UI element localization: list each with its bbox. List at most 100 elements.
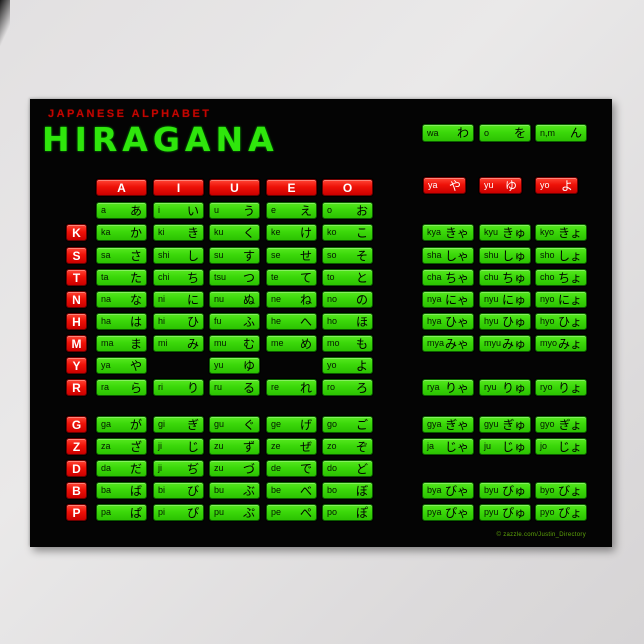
kana-cell-ku-kana: く <box>242 225 255 240</box>
kana-cell-te-kana: て <box>299 270 312 285</box>
combo-cell-hyu: hyu ひゅ <box>479 313 531 330</box>
kana-cell-so-kana: そ <box>355 248 368 263</box>
kana-cell-ro-romaji: ro <box>327 382 336 392</box>
kana-cell-hi: hi ひ <box>153 313 204 330</box>
kana-cell-ru-romaji: ru <box>214 382 223 392</box>
kana-cell-red-yo-kana: よ <box>560 178 573 193</box>
kana-cell-ku: ku く <box>209 224 260 241</box>
kana-cell-ne: ne ね <box>266 291 317 308</box>
combo-cell-gyu: gyu ぎゅ <box>479 416 531 433</box>
kana-cell-mi-kana: み <box>186 336 199 351</box>
combo-cell-gyo-romaji: gyo <box>540 419 555 429</box>
kana-cell-zu: zu ず <box>209 438 260 455</box>
kana-cell-ra-romaji: ra <box>101 382 110 392</box>
combo-cell-rya: rya りゃ <box>422 379 474 396</box>
combo-cell-byo-romaji: byo <box>540 485 555 495</box>
kana-cell-ba: ba ば <box>96 482 147 499</box>
kana-cell-be-romaji: be <box>271 485 282 495</box>
kana-cell-de: de で <box>266 460 317 477</box>
kana-cell-ba-kana: ば <box>129 483 142 498</box>
combo-cell-hya-romaji: hya <box>427 316 442 326</box>
combo-cell-pya-kana: ぴゃ <box>444 505 469 520</box>
kana-cell-se: se せ <box>266 247 317 264</box>
kana-cell-ko: ko こ <box>322 224 373 241</box>
kana-cell-pe-romaji: pe <box>271 507 282 517</box>
combo-cell-cha: cha ちゃ <box>422 269 474 286</box>
kana-cell-se-romaji: se <box>271 250 281 260</box>
kana-cell-zo-kana: ぞ <box>355 439 368 454</box>
kana-cell-pi-kana: ぴ <box>186 505 199 520</box>
kana-cell-yu-kana: ゆ <box>242 358 255 373</box>
combo-cell-kyo-kana: きょ <box>557 225 582 240</box>
kana-cell-red-yu: yu ゆ <box>479 177 522 194</box>
kana-cell-gu-romaji: gu <box>214 419 225 429</box>
kana-cell-de-romaji: de <box>271 463 282 473</box>
kana-cell-sa-kana: さ <box>129 248 142 263</box>
kana-cell-gi: gi ぎ <box>153 416 204 433</box>
kana-cell-be-kana: べ <box>299 483 312 498</box>
combo-cell-cho: cho ちょ <box>535 269 587 286</box>
combo-cell-ja-romaji: ja <box>427 441 435 451</box>
combo-cell-jo-kana: じょ <box>557 439 582 454</box>
kana-cell-ge: ge げ <box>266 416 317 433</box>
column-header-I: I <box>153 179 204 196</box>
kana-cell-sa-romaji: sa <box>101 250 111 260</box>
kana-cell-ta-kana: た <box>129 270 142 285</box>
kana-cell-n,m-kana: ん <box>569 126 582 140</box>
row-label-text: Y <box>72 358 81 373</box>
kana-cell-pi: pi ぴ <box>153 504 204 521</box>
kana-cell-do-kana: ど <box>355 461 368 476</box>
kana-cell-za: za ざ <box>96 438 147 455</box>
row-label-text: N <box>72 292 81 307</box>
kana-cell-mi: mi み <box>153 335 204 352</box>
combo-cell-byu: byu びゅ <box>479 482 531 499</box>
kana-cell-e-kana: え <box>299 203 312 218</box>
kana-cell-pa: pa ぱ <box>96 504 147 521</box>
kana-cell-bu-kana: ぶ <box>242 483 255 498</box>
combo-cell-byu-romaji: byu <box>484 485 499 495</box>
row-label-text: D <box>72 461 81 476</box>
row-label-T: T <box>66 269 87 286</box>
kana-cell-ya: ya や <box>96 357 147 374</box>
column-header-label: I <box>176 180 181 195</box>
kana-cell-he-romaji: he <box>271 316 282 326</box>
poster-title: HIRAGANA <box>42 120 279 159</box>
kana-cell-ta: ta た <box>96 269 147 286</box>
kana-cell-ji-romaji: ji <box>158 463 162 473</box>
kana-cell-ho-kana: ほ <box>355 314 368 329</box>
row-label-text: M <box>71 336 82 351</box>
kana-cell-ni-kana: に <box>186 292 199 307</box>
kana-cell-ze-romaji: ze <box>271 441 281 451</box>
kana-cell-pa-romaji: pa <box>101 507 112 517</box>
kana-cell-ni: ni に <box>153 291 204 308</box>
kana-cell-ji-kana: ぢ <box>186 461 199 476</box>
kana-cell-ro-kana: ろ <box>355 380 368 395</box>
kana-cell-nu: nu ぬ <box>209 291 260 308</box>
combo-cell-kya-kana: きゃ <box>444 225 469 240</box>
row-label-M: M <box>66 335 87 352</box>
combo-cell-hyo: hyo ひょ <box>535 313 587 330</box>
kana-cell-o-romaji: o <box>484 127 490 138</box>
combo-cell-shu-kana: しゅ <box>501 248 526 263</box>
kana-cell-no-kana: の <box>355 292 368 307</box>
kana-cell-o-kana: お <box>355 203 368 218</box>
kana-cell-to-kana: と <box>355 270 368 285</box>
row-label-text: S <box>72 248 81 263</box>
kana-cell-za-romaji: za <box>101 441 111 451</box>
kana-cell-wa: wa わ <box>422 124 474 142</box>
combo-cell-gya: gya ぎゃ <box>422 416 474 433</box>
combo-cell-sha-romaji: sha <box>427 250 442 260</box>
kana-cell-ho: ho ほ <box>322 313 373 330</box>
row-label-text: Z <box>72 439 81 454</box>
kana-cell-zu-kana: づ <box>242 461 255 476</box>
combo-cell-pyu: pyu ぴゅ <box>479 504 531 521</box>
kana-cell-se-kana: せ <box>299 248 312 263</box>
kana-cell-ga-kana: が <box>129 417 142 432</box>
row-label-text: T <box>72 270 81 285</box>
kana-cell-bu-romaji: bu <box>214 485 225 495</box>
kana-cell-te-romaji: te <box>271 272 279 282</box>
combo-cell-hyo-kana: ひょ <box>557 314 582 329</box>
column-header-E: E <box>266 179 317 196</box>
